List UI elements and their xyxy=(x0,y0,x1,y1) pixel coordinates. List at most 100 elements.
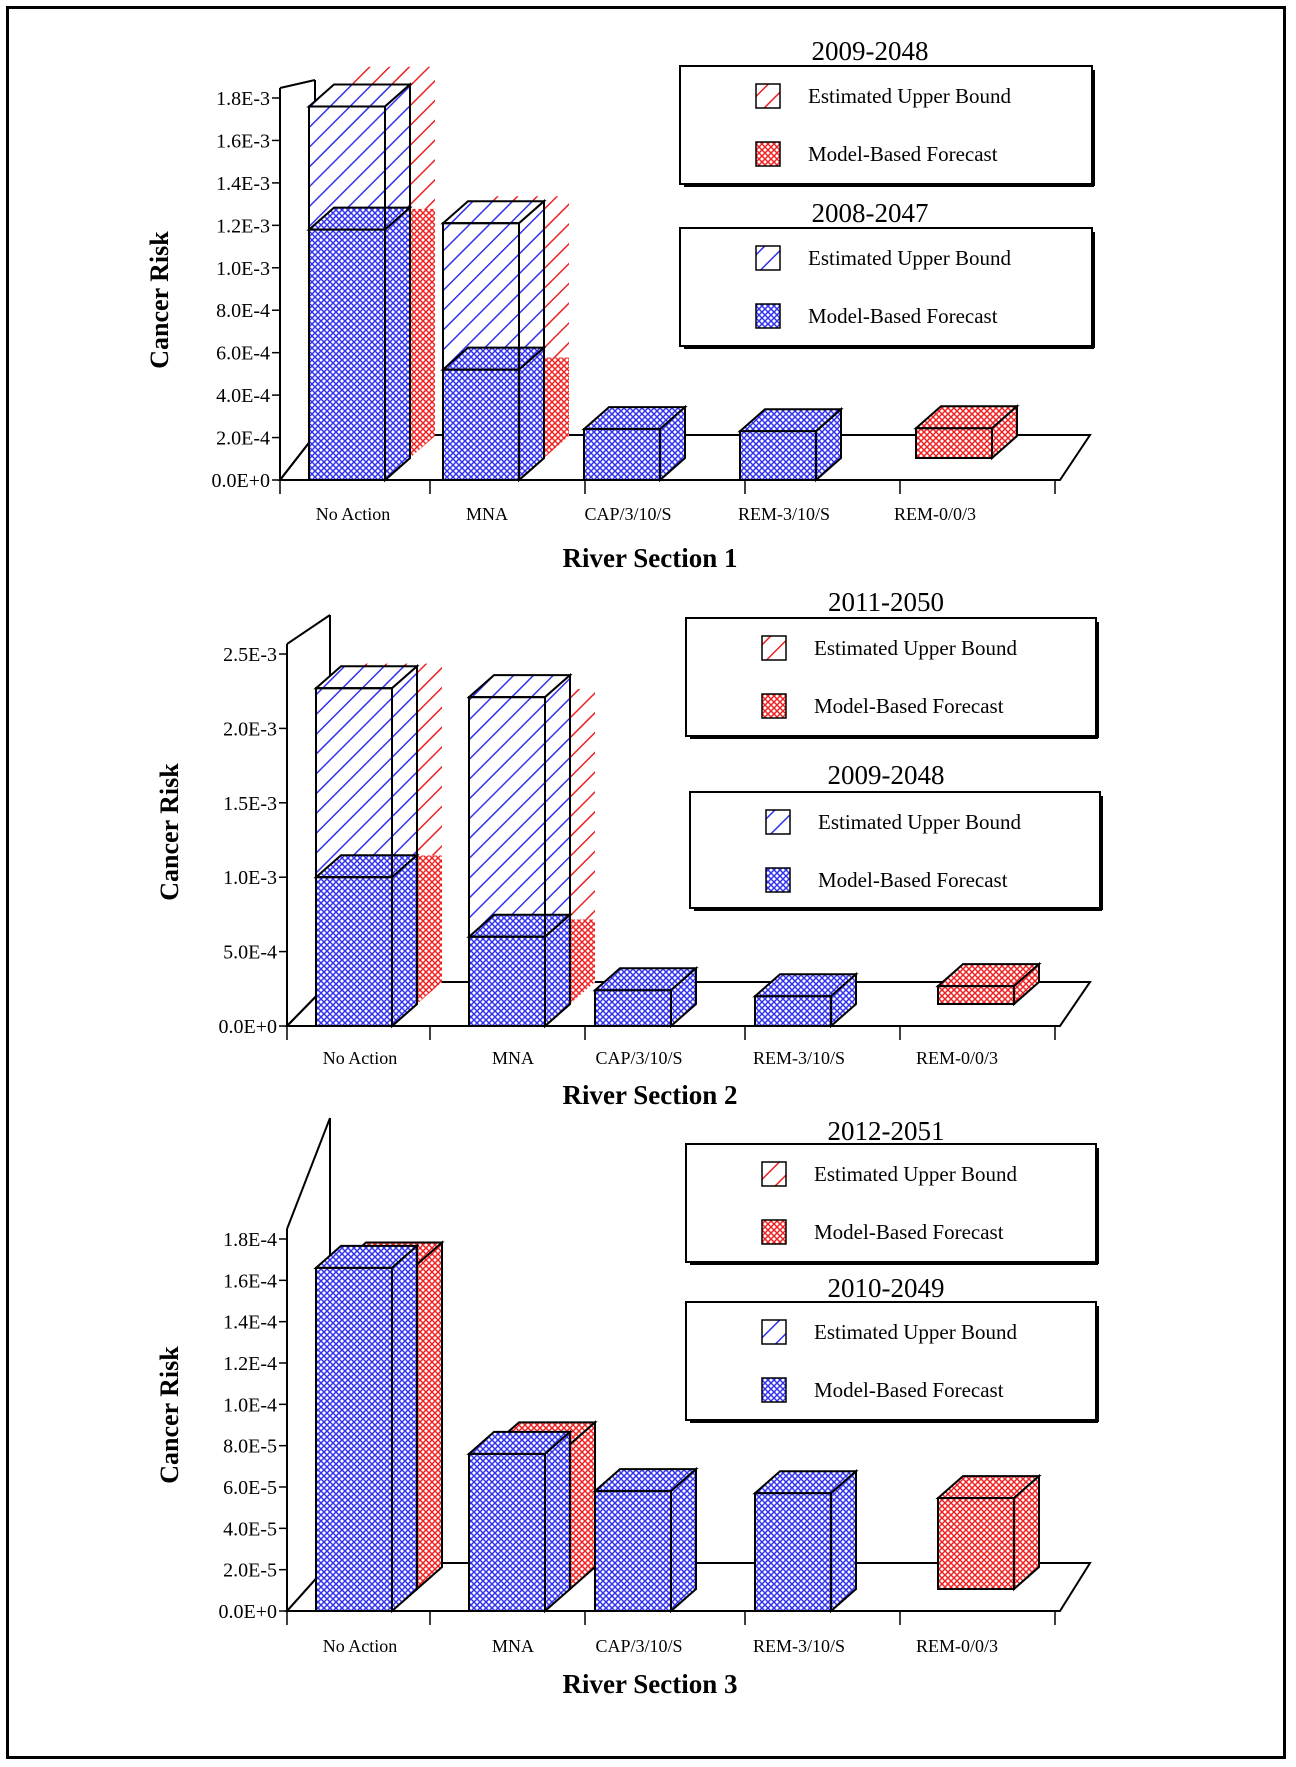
bar-front-upper-outline-0 xyxy=(308,105,386,231)
bar-back-forecast-1-side xyxy=(569,1420,596,1592)
x-tick-label: REM-3/10/S xyxy=(753,1048,845,1068)
legend-entry-label: Model-Based Forecast xyxy=(814,1378,1004,1402)
legend-group: 2011-2050 Estimated Upper Bound Model-Base… xyxy=(685,587,1099,739)
bar-back-forecast-4-face xyxy=(937,1497,1015,1590)
y-axis-depth xyxy=(286,614,331,645)
y-tick-label: 1.0E-3 xyxy=(216,258,270,280)
y-tick-label: 1.2E-3 xyxy=(216,215,270,237)
x-axis-title: River Section 3 xyxy=(563,1669,738,1699)
bar-front-upper-outline-1 xyxy=(442,222,520,371)
x-tick-label: No Action xyxy=(323,1636,398,1656)
legend-group: 2009-2048 Estimated Upper Bound Model-Base… xyxy=(679,36,1095,187)
y-tick-label: 1.0E-3 xyxy=(223,867,277,889)
x-tick-label: CAP/3/10/S xyxy=(584,504,671,524)
legend-entry-label: Model-Based Forecast xyxy=(808,304,998,328)
y-axis-title: Cancer Risk xyxy=(155,1346,184,1484)
x-tick-label: MNA xyxy=(466,504,508,524)
x-tick-label: MNA xyxy=(492,1048,534,1068)
y-tick-label: 1.4E-3 xyxy=(216,173,270,195)
x-axis-title: River Section 1 xyxy=(563,543,738,573)
legend-swatch xyxy=(761,635,787,661)
chart-panel-1: 0.0E+0 2.0E-4 4.0E-4 6.0E-4 8.0E-4 1.0E-3 1.2E… xyxy=(145,36,1095,573)
legend-period: 2012-2051 xyxy=(828,1116,945,1146)
bar-back-forecast-0-side xyxy=(416,1240,443,1592)
legend-group: 2010-2049 Estimated Upper Bound Model-Base… xyxy=(685,1273,1099,1423)
y-tick-label: 0.0E+0 xyxy=(219,1016,278,1038)
bar-front-forecast-0-face xyxy=(315,876,393,1028)
legend-entry-label: Model-Based Forecast xyxy=(814,694,1004,718)
y-axis-title: Cancer Risk xyxy=(155,763,184,901)
bar-back-forecast-1-side xyxy=(570,919,595,1004)
legend-group: 2008-2047 Estimated Upper Bound Model-Base… xyxy=(679,198,1095,349)
bar-front-upper-outline-0 xyxy=(315,687,393,879)
y-tick-label: 2.0E-4 xyxy=(216,428,270,450)
legend-group: 2012-2051 Estimated Upper Bound Model-Base… xyxy=(685,1116,1099,1265)
legend-period: 2010-2049 xyxy=(828,1273,945,1303)
y-tick-label: 5.0E-4 xyxy=(223,942,277,964)
legend-entry-label: Model-Based Forecast xyxy=(818,868,1008,892)
bar-front-forecast-0-side xyxy=(384,205,411,483)
legend-box xyxy=(685,1143,1097,1263)
y-tick-label: 2.5E-3 xyxy=(223,644,277,666)
y-tick-label: 6.0E-4 xyxy=(216,343,270,365)
legend-swatch xyxy=(761,1219,787,1245)
y-tick-label: 4.0E-5 xyxy=(223,1518,277,1540)
bar-back-forecast-0-side xyxy=(417,855,442,1004)
legend-swatch xyxy=(761,1161,787,1187)
legend-period: 2009-2048 xyxy=(828,760,945,790)
legend-box xyxy=(679,65,1093,185)
x-tick-label: REM-0/0/3 xyxy=(894,504,976,524)
bar-back-upper-0-top xyxy=(334,66,435,89)
bar-front-forecast-3-face xyxy=(754,1492,832,1612)
bar-front-forecast-2-face xyxy=(594,1490,672,1612)
y-tick-label: 1.6E-4 xyxy=(223,1270,277,1292)
y-axis-depth xyxy=(286,1117,331,1230)
bar-front-forecast-1-face xyxy=(442,368,520,481)
bar-front-forecast-1-face xyxy=(468,1452,546,1613)
y-axis-depth xyxy=(279,79,316,89)
legend-entry-label: Estimated Upper Bound xyxy=(808,246,1011,270)
legend-box xyxy=(685,617,1097,737)
legend-period: 2009-2048 xyxy=(812,36,929,66)
x-tick-label: REM-0/0/3 xyxy=(916,1048,998,1068)
bar-front-forecast-0-side xyxy=(391,852,418,1029)
y-tick-label: 1.2E-4 xyxy=(223,1353,277,1375)
y-tick-label: 0.0E+0 xyxy=(212,470,271,492)
bar-front-forecast-3-side xyxy=(830,1468,857,1614)
bar-front-forecast-1-face xyxy=(468,935,546,1027)
bar-back-forecast-4-face xyxy=(915,427,993,459)
bar-back-forecast-1-side xyxy=(544,357,569,458)
legend-swatch xyxy=(765,867,791,893)
legend-period: 2011-2050 xyxy=(828,587,944,617)
x-tick-label: MNA xyxy=(492,1636,534,1656)
y-tick-label: 1.8E-4 xyxy=(223,1229,277,1251)
y-tick-label: 8.0E-5 xyxy=(223,1436,277,1458)
x-tick-label: REM-0/0/3 xyxy=(916,1636,998,1656)
legend-swatch xyxy=(755,83,781,109)
bar-front-forecast-3-face xyxy=(754,995,832,1027)
legend-swatch xyxy=(755,303,781,329)
legend-swatch xyxy=(761,693,787,719)
legend-entry-label: Model-Based Forecast xyxy=(808,142,998,166)
y-tick-label: 1.4E-4 xyxy=(223,1312,277,1334)
x-tick-label: REM-3/10/S xyxy=(738,504,830,524)
legend-swatch xyxy=(761,1377,787,1403)
legend-entry-label: Estimated Upper Bound xyxy=(814,636,1017,660)
y-tick-label: 1.8E-3 xyxy=(216,88,270,110)
bar-front-forecast-3-face xyxy=(739,430,817,482)
bar-back-forecast-0-side xyxy=(410,208,435,458)
bar-front-forecast-0-side xyxy=(391,1243,418,1614)
bar-front-forecast-0-face xyxy=(315,1266,393,1613)
chart-panel-2: 0.0E+0 5.0E-4 1.0E-3 1.5E-3 2.0E-3 2.5E-3 No A… xyxy=(155,587,1103,1110)
bar-front-forecast-2-face xyxy=(594,989,672,1028)
y-tick-label: 8.0E-4 xyxy=(216,300,270,322)
x-tick-label: No Action xyxy=(323,1048,398,1068)
legend-swatch xyxy=(765,809,791,835)
bar-front-forecast-0-face xyxy=(308,228,386,481)
bar-front-upper-outline-1 xyxy=(468,696,546,938)
legend-entry-label: Model-Based Forecast xyxy=(814,1220,1004,1244)
x-tick-label: CAP/3/10/S xyxy=(595,1048,682,1068)
y-tick-label: 0.0E+0 xyxy=(219,1601,278,1623)
bar-front-forecast-2-side xyxy=(670,1466,697,1614)
bar-front-forecast-2-face xyxy=(583,428,661,482)
